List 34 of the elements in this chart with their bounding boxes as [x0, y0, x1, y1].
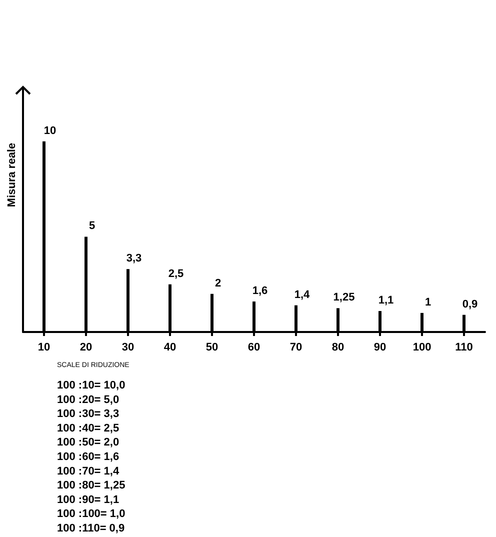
- data-label: 1,25: [333, 292, 355, 304]
- data-label: 2,5: [168, 268, 184, 280]
- data-label: 10: [44, 124, 56, 137]
- text: 100 :20= 5,0: [57, 394, 120, 406]
- data-label: 1,1: [378, 294, 394, 307]
- data-label: 3,3: [126, 252, 142, 265]
- data-label: 1: [424, 296, 432, 308]
- data-label: 5: [88, 220, 96, 232]
- text: 100 :70= 1,4: [57, 465, 120, 478]
- x-tick-label: 100: [412, 342, 432, 354]
- text: 100 :100= 1,0: [57, 508, 126, 520]
- data-label: 0,9: [462, 298, 478, 310]
- x-tick-label: 50: [206, 342, 218, 354]
- data-label: 1,6: [252, 285, 268, 297]
- text: 100 :110= 0,9: [57, 522, 125, 534]
- text: 100 :10= 10,0: [57, 380, 126, 392]
- x-tick-label: 20: [80, 342, 92, 354]
- y-axis-title: Misura reale: [6, 142, 18, 208]
- data-label: 1,4: [294, 288, 311, 301]
- x-tick-label: 30: [122, 342, 134, 354]
- text: 100 :90= 1,1: [57, 494, 120, 506]
- x-tick-label: 10: [38, 342, 50, 354]
- x-tick-label: 40: [164, 342, 176, 354]
- text: 100 :30= 3,3: [57, 408, 120, 420]
- text: 100 :60= 1,6: [57, 451, 120, 463]
- text: 100 :50= 2,0: [57, 436, 120, 449]
- x-tick-label: 60: [248, 342, 260, 354]
- x-tick-label: 80: [332, 342, 344, 354]
- text: 100 :40= 2,5: [57, 422, 120, 434]
- x-tick-label: 70: [290, 342, 302, 354]
- x-tick-label: 90: [374, 342, 386, 354]
- data-label: 2: [214, 277, 222, 290]
- text: 100 :80= 1,25: [57, 480, 126, 492]
- x-tick-label: 110: [455, 342, 473, 354]
